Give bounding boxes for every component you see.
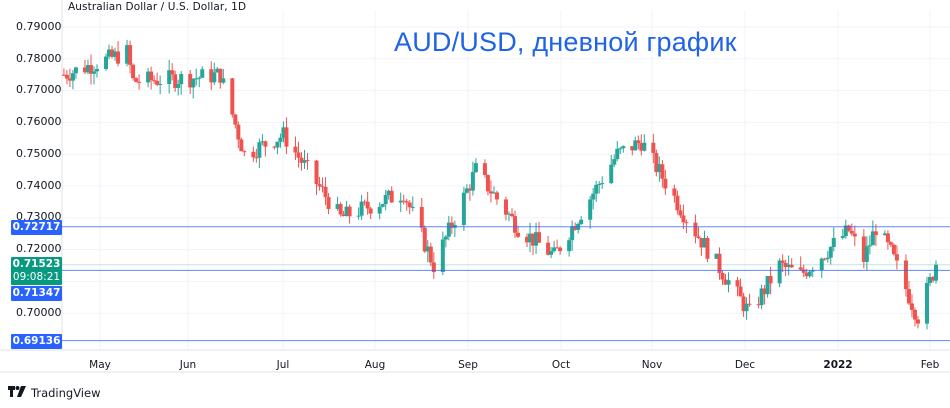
y-tick: 0.78000 <box>16 52 62 65</box>
current-price-label: 0.71523 09:08:21 <box>11 257 62 285</box>
candlestick-plot[interactable] <box>0 0 950 376</box>
y-tick: 0.72000 <box>16 242 62 255</box>
level-label-0-69136: 0.69136 <box>11 334 62 349</box>
y-tick: 0.75000 <box>16 147 62 160</box>
x-tick-2022: 2022 <box>823 359 853 371</box>
y-tick: 0.74000 <box>16 179 62 192</box>
x-tick-feb: Feb <box>920 359 940 371</box>
y-tick: 0.76000 <box>16 115 62 128</box>
x-tick-sep: Sep <box>458 359 478 371</box>
footer-branding: TradingView <box>8 386 100 400</box>
y-tick: 0.73000 <box>16 210 62 223</box>
current-price-value: 0.71523 <box>12 258 61 270</box>
y-tick: 0.70000 <box>16 306 62 319</box>
x-tick-dec: Dec <box>734 359 756 371</box>
tradingview-brand: TradingView <box>31 386 101 400</box>
level-label-0-72717: 0.72717 <box>11 220 62 235</box>
y-tick: 0.79000 <box>16 20 62 33</box>
x-tick-oct: Oct <box>551 359 571 371</box>
x-tick-jun: Jun <box>179 359 197 371</box>
x-tick-nov: Nov <box>641 359 663 371</box>
symbol-title: Australian Dollar / U.S. Dollar, 1D <box>68 1 247 13</box>
x-tick-may: May <box>89 359 111 371</box>
y-tick: 0.77000 <box>16 83 62 96</box>
level-label-0-71347: 0.71347 <box>11 286 62 301</box>
chart-area[interactable]: Australian Dollar / U.S. Dollar, 1D AUD/… <box>0 0 950 376</box>
x-tick-jul: Jul <box>276 359 290 371</box>
chart-overlay-title: AUD/USD, дневной график <box>394 27 737 57</box>
bar-countdown: 09:08:21 <box>12 271 61 283</box>
x-tick-aug: Aug <box>364 359 386 371</box>
tradingview-logo-icon <box>8 386 26 400</box>
